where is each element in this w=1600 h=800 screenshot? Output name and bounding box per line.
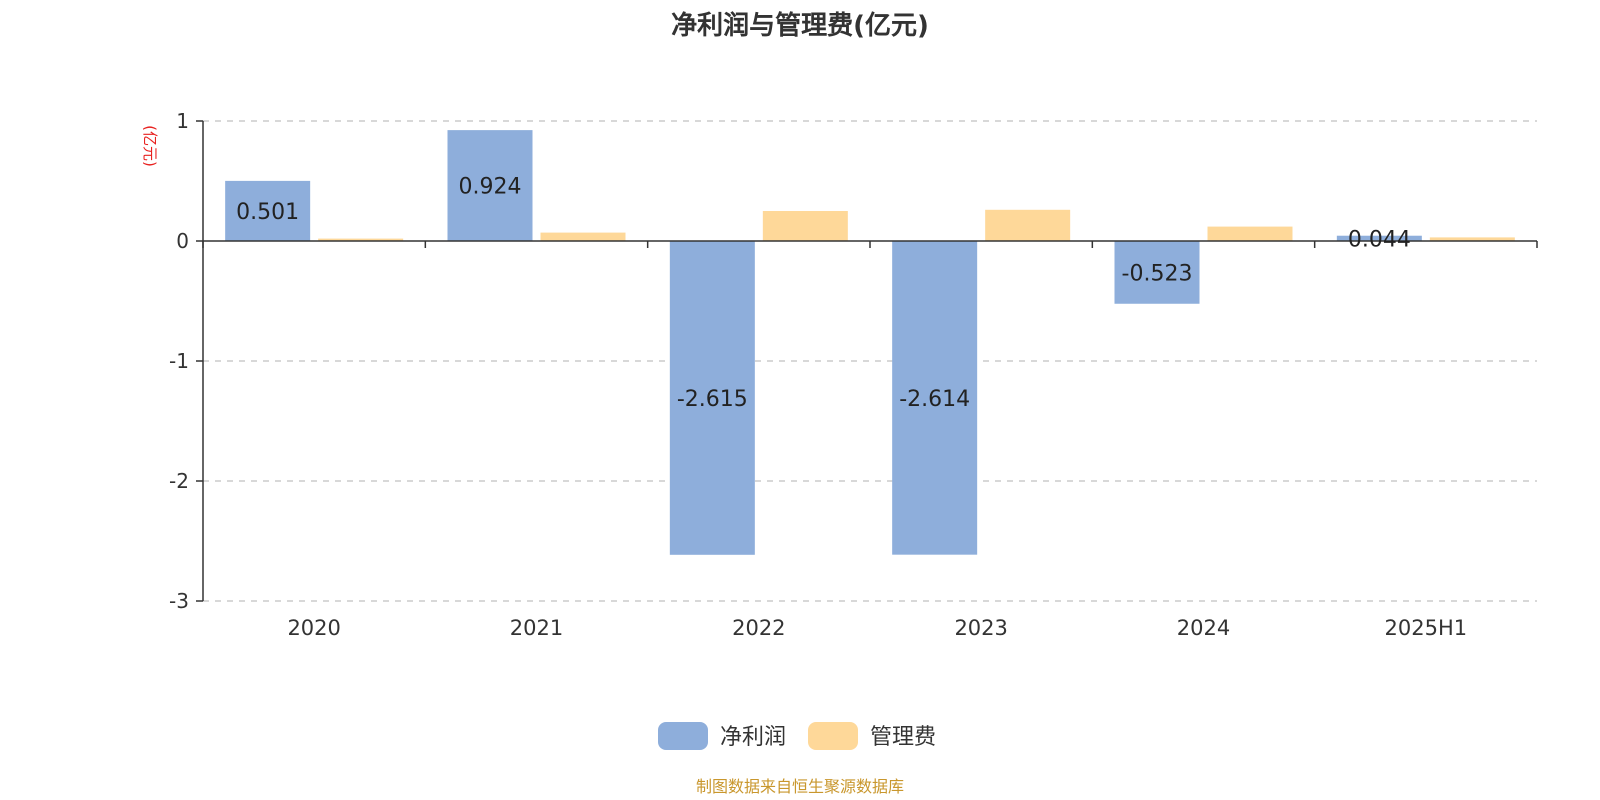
- data-label: -2.615: [677, 387, 748, 412]
- y-tick-label: -2: [169, 469, 189, 493]
- data-label: 0.924: [459, 175, 522, 200]
- bar-净利润-2023: [892, 241, 978, 555]
- y-tick-label: 1: [176, 109, 189, 133]
- legend-label: 净利润: [720, 725, 786, 750]
- data-label: -0.523: [1122, 261, 1193, 286]
- legend: 净利润 管理费: [658, 722, 936, 750]
- y-tick-label: -3: [169, 589, 189, 613]
- bar-管理费-2022: [762, 211, 848, 241]
- chart-title: 净利润与管理费(亿元): [671, 10, 929, 41]
- bar-管理费-2025H1: [1429, 237, 1515, 241]
- bar-净利润-2021: [447, 130, 533, 241]
- data-label: -2.614: [899, 387, 970, 412]
- x-tick-label: 2023: [954, 616, 1007, 640]
- axes: 1 0 -1 -2 -3 2020 2021 2022 2023 2024 2025H1: [169, 109, 1538, 640]
- y-axis-unit: (亿元): [141, 125, 159, 167]
- bar-净利润-2020: [225, 180, 311, 241]
- bar-管理费-2020: [318, 238, 404, 241]
- x-tick-label: 2020: [287, 616, 340, 640]
- data-labels: 0.501 0.924 -2.615 -2.614 -0.523 0.044: [236, 175, 1411, 412]
- grid-lines: [203, 120, 1537, 602]
- data-label: 0.501: [236, 200, 299, 225]
- y-tick-label: 0: [176, 229, 189, 253]
- x-tick-label: 2022: [732, 616, 785, 640]
- bar-管理费-2021: [540, 232, 626, 241]
- x-tick-label: 2021: [510, 616, 563, 640]
- bar-净利润-2022: [669, 241, 755, 555]
- x-tick-label: 2024: [1177, 616, 1230, 640]
- legend-swatch: [658, 722, 708, 750]
- bar-管理费-2024: [1207, 226, 1293, 241]
- bar-净利润-2025H1: [1336, 235, 1422, 241]
- source-note: 制图数据来自恒生聚源数据库: [696, 777, 904, 796]
- legend-swatch: [808, 722, 858, 750]
- bars: [225, 130, 1515, 555]
- x-tick-label: 2025H1: [1385, 616, 1468, 640]
- bar-净利润-2024: [1114, 241, 1200, 304]
- data-label: 0.044: [1348, 227, 1411, 252]
- legend-label: 管理费: [870, 725, 936, 750]
- y-tick-label: -1: [169, 349, 189, 373]
- bar-管理费-2023: [985, 209, 1071, 241]
